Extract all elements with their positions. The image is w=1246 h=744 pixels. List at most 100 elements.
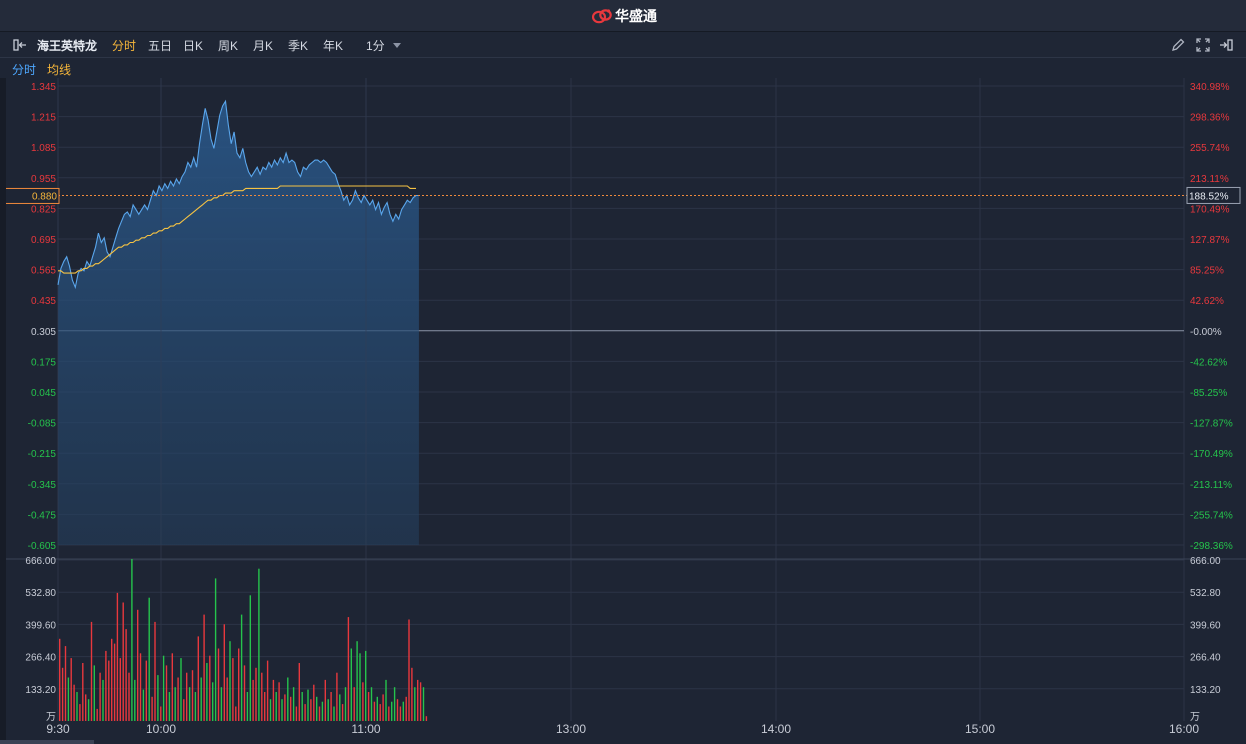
volume-bar [266,660,269,721]
volume-tick-label: 399.60 [25,620,56,631]
volume-bar [102,679,104,721]
price-tick-label: 0.045 [31,388,56,399]
percent-tick-label: 170.49% [1190,204,1230,215]
volume-bar [90,621,93,721]
volume-bar [370,687,373,721]
volume-bar [145,660,147,721]
volume-bar [183,699,185,721]
chevron-down-icon[interactable] [393,43,401,48]
volume-bar [336,672,338,721]
horizontal-scrollbar[interactable] [0,740,94,744]
volume-bar [341,704,344,721]
volume-bar [238,648,240,721]
volume-bar [137,609,139,721]
volume-bar [275,692,277,721]
volume-unit-label: 万 [46,712,56,723]
volume-bar [405,696,407,721]
volume-bar [142,689,145,721]
volume-bar [367,692,370,721]
percent-tick-label: -0.00% [1190,327,1222,338]
tab-yearly-k[interactable]: 年K [323,39,344,53]
volume-bar [93,665,95,721]
volume-bar [301,692,303,721]
volume-bar [327,699,329,721]
volume-bar [122,602,124,721]
volume-bar [249,595,251,721]
percent-tick-label: 42.62% [1190,296,1224,307]
volume-bar [382,694,384,721]
pencil-icon[interactable] [1170,37,1186,53]
legend-average-line: 均线 [47,63,72,77]
volume-bar [200,677,202,721]
volume-bar [165,665,168,721]
time-tick-label: 10:00 [146,722,176,736]
volume-bar [220,687,223,721]
volume-bar [295,706,298,721]
volume-bar [422,687,425,721]
fullscreen-icon[interactable] [1195,37,1211,53]
volume-bar [402,701,404,721]
volume-bar [414,687,416,721]
volume-bar [255,667,257,721]
volume-bar [313,684,315,721]
volume-bar [111,638,113,721]
collapse-right-icon[interactable] [1218,37,1234,53]
volume-bar [174,687,176,721]
collapse-left-icon[interactable] [12,37,28,53]
percent-tick-label: -42.62% [1190,357,1227,368]
period-select[interactable]: 1分 [366,39,385,53]
volume-bar [96,708,98,721]
volume-bar [356,641,358,721]
volume-bar [131,559,133,721]
price-tick-label: 1.345 [31,82,56,93]
tab-weekly-k[interactable]: 周K [218,39,239,53]
volume-bar [408,619,410,721]
volume-bar [385,679,387,721]
price-tick-label: 0.695 [31,235,56,246]
cursor-percent-box [1186,186,1241,204]
tab-five-day[interactable]: 五日 [148,39,173,53]
volume-bar [177,677,179,721]
average-line [58,185,416,274]
volume-bar [223,624,225,721]
volume-bar [229,641,231,721]
volume-bar [79,704,81,721]
time-tick-label: 16:00 [1169,722,1199,736]
volume-bar [310,699,312,721]
volume-bar [194,692,197,721]
tab-intraday[interactable]: 分时 [112,39,137,53]
time-tick-label: 13:00 [556,722,586,736]
volume-bar [393,687,396,721]
percent-tick-label: 255.74% [1190,143,1230,154]
percent-tick-label: 213.11% [1190,174,1229,185]
volume-bar [128,672,130,721]
volume-bar [321,701,324,721]
volume-bar [82,663,84,721]
volume-bar [232,658,234,721]
huasheng-logo-icon [592,9,612,24]
volume-bar [362,682,364,721]
tab-daily-k[interactable]: 日K [183,39,204,53]
volume-bar [344,687,347,721]
percent-tick-label: -255.74% [1190,510,1233,521]
volume-bar [246,692,249,721]
volume-bar [197,636,199,721]
volume-bar [76,692,78,721]
volume-bar [191,670,194,721]
tab-quarterly-k[interactable]: 季K [288,39,309,53]
intraday-chart[interactable]: 1.345 340.98% 1.215 298.36% 1.085 255.74% 0.95… [0,78,1246,744]
tab-monthly-k[interactable]: 月K [253,39,274,53]
title-bar: 华盛通 [0,0,1246,32]
volume-bar [160,706,162,721]
volume-bar [333,706,335,721]
volume-bar [261,672,263,721]
volume-bar [85,694,87,721]
price-tick-label: 0.305 [31,327,56,338]
volume-bar [139,653,142,721]
volume-bar [59,638,61,721]
price-tick-label: 0.565 [31,266,56,277]
volume-bar [212,682,214,721]
volume-bar [353,687,355,721]
volume-bar [125,629,127,721]
volume-bar [284,694,286,721]
